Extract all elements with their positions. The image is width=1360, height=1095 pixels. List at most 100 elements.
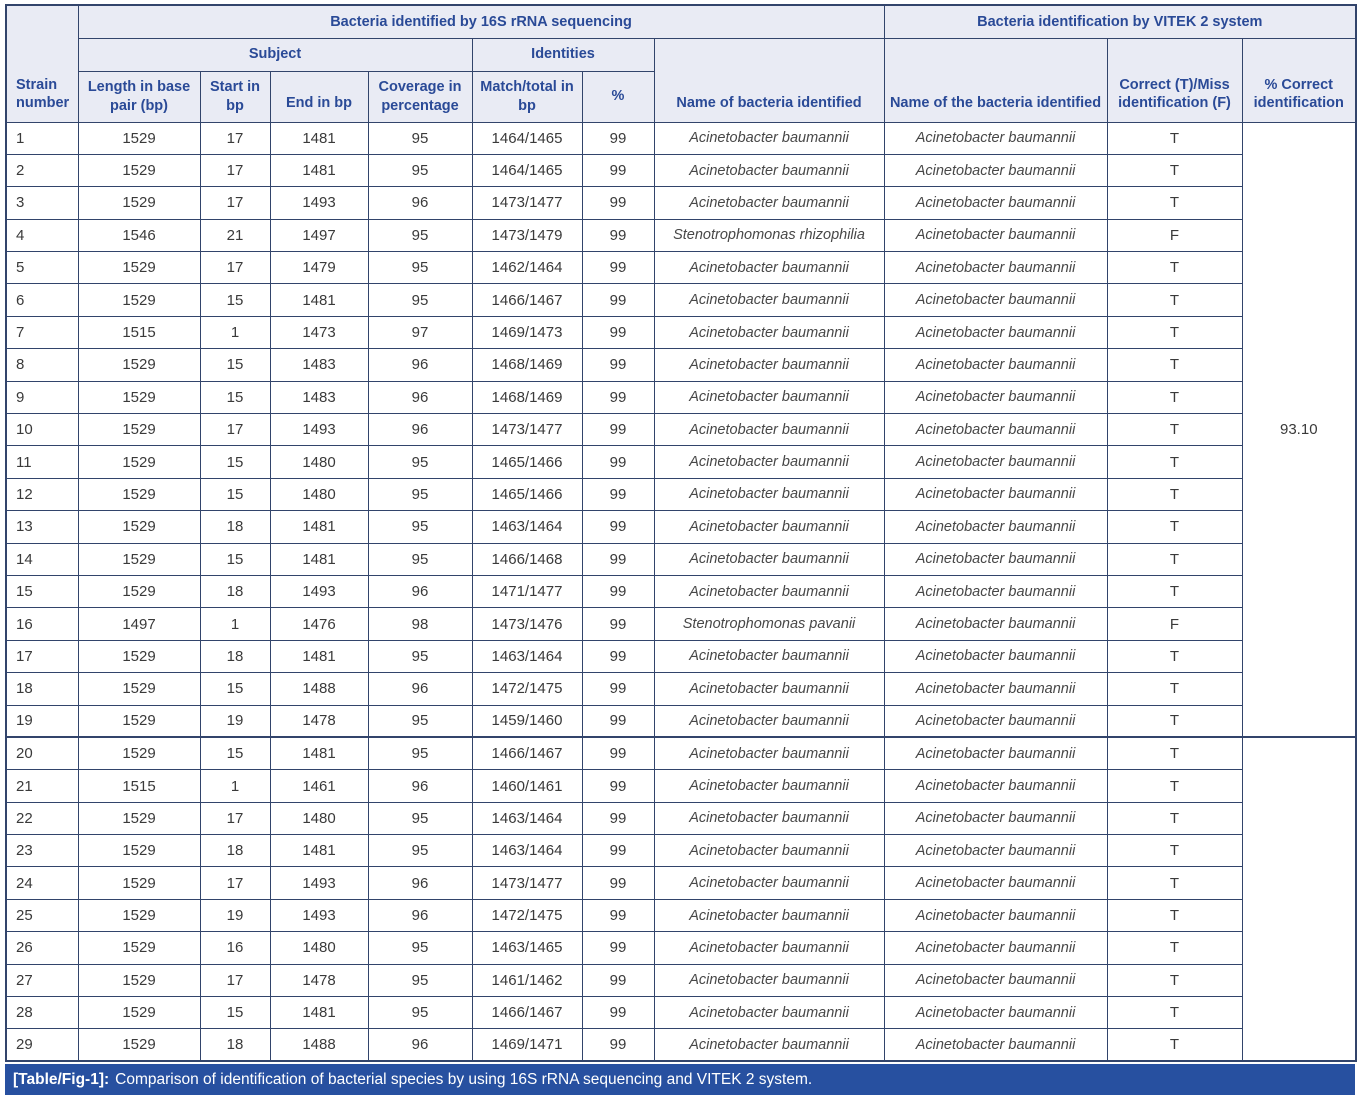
cell-name-16s: Acinetobacter baumannii	[653, 542, 885, 576]
cell-match: 1473/1477	[471, 413, 583, 447]
cell-match: 1465/1466	[471, 445, 583, 479]
cell-end: 1481	[269, 153, 369, 188]
cell-coverage: 96	[367, 769, 473, 803]
cell-correct: T	[1106, 801, 1243, 836]
cell-strain: 2	[5, 153, 79, 188]
cell-percent: 99	[581, 153, 655, 188]
cell-correct: T	[1106, 251, 1243, 285]
cell-start: 16	[199, 931, 271, 965]
table-row: 10 1529 17 1493 96 1473/1477 99 Acinetobacter b…	[5, 413, 1356, 447]
cell-correct: T	[1106, 348, 1243, 382]
cell-percent: 99	[581, 898, 655, 933]
cell-end: 1481	[269, 542, 369, 576]
cell-name-vitek: Acinetobacter baumannii	[883, 510, 1108, 544]
cell-match: 1465/1466	[471, 477, 583, 512]
cell-percent: 99	[581, 834, 655, 868]
cell-length: 1497	[77, 607, 201, 641]
cell-match: 1472/1475	[471, 898, 583, 933]
cell-coverage: 95	[367, 704, 473, 738]
cell-name-vitek: Acinetobacter baumannii	[883, 574, 1108, 609]
cell-strain: 26	[5, 931, 79, 965]
cell-correct: T	[1106, 736, 1243, 771]
cell-end: 1493	[269, 898, 369, 933]
cell-length: 1529	[77, 380, 201, 415]
table-row: 26 1529 16 1480 95 1463/1465 99 Acinetobacter b…	[5, 931, 1356, 965]
cell-name-16s: Acinetobacter baumannii	[653, 510, 885, 544]
cell-name-16s: Acinetobacter baumannii	[653, 704, 885, 738]
cell-name-16s: Acinetobacter baumannii	[653, 477, 885, 512]
cell-percent: 99	[581, 445, 655, 479]
cell-length: 1529	[77, 898, 201, 933]
cell-match: 1460/1461	[471, 769, 583, 803]
cell-name-vitek: Acinetobacter baumannii	[883, 218, 1108, 253]
cell-start: 1	[199, 315, 271, 350]
cell-start: 17	[199, 866, 271, 900]
comparison-table: Strain number Bacteria identified by 16S…	[5, 4, 1358, 1063]
cell-match: 1471/1477	[471, 574, 583, 609]
cell-start: 17	[199, 186, 271, 220]
table-row: 14 1529 15 1481 95 1466/1468 99 Acinetobacter b…	[5, 542, 1356, 576]
cell-correct: T	[1106, 834, 1243, 868]
cell-match: 1473/1479	[471, 218, 583, 253]
cell-percent: 99	[581, 218, 655, 253]
cell-correct: T	[1106, 574, 1243, 609]
cell-percent: 99	[581, 866, 655, 900]
cell-percent: 99	[581, 542, 655, 576]
cell-correct: T	[1106, 672, 1243, 706]
cell-length: 1529	[77, 121, 201, 155]
col-header-strain-number: Strain number	[5, 4, 79, 123]
cell-name-vitek: Acinetobacter baumannii	[883, 542, 1108, 576]
cell-name-vitek: Acinetobacter baumannii	[883, 1028, 1108, 1062]
cell-length: 1529	[77, 704, 201, 738]
cell-name-16s: Acinetobacter baumannii	[653, 413, 885, 447]
cell-name-vitek: Acinetobacter baumannii	[883, 672, 1108, 706]
cell-name-vitek: Acinetobacter baumannii	[883, 834, 1108, 868]
cell-name-vitek: Acinetobacter baumannii	[883, 315, 1108, 350]
cell-coverage: 98	[367, 607, 473, 641]
cell-strain: 1	[5, 121, 79, 155]
cell-percent: 99	[581, 477, 655, 512]
cell-match: 1463/1465	[471, 931, 583, 965]
cell-end: 1488	[269, 1028, 369, 1062]
cell-length: 1529	[77, 186, 201, 220]
cell-length: 1529	[77, 963, 201, 998]
cell-start: 18	[199, 834, 271, 868]
cell-name-16s: Acinetobacter baumannii	[653, 639, 885, 674]
cell-length: 1529	[77, 639, 201, 674]
cell-strain: 23	[5, 834, 79, 868]
cell-name-vitek: Acinetobacter baumannii	[883, 121, 1108, 155]
cell-coverage: 95	[367, 510, 473, 544]
table-row: 1 1529 17 1481 95 1464/1465 99 Acinetobacter ba…	[5, 121, 1357, 738]
table-row: 18 1529 15 1488 96 1472/1475 99 Acinetobacter b…	[5, 672, 1356, 706]
cell-strain: 24	[5, 866, 79, 900]
cell-coverage: 95	[367, 251, 473, 285]
cell-length: 1529	[77, 866, 201, 900]
cell-strain: 13	[5, 510, 79, 544]
table-row: 25 1529 19 1493 96 1472/1475 99 Acinetobacter b…	[5, 898, 1356, 933]
cell-name-16s: Acinetobacter baumannii	[653, 251, 885, 285]
cell-name-16s: Acinetobacter baumannii	[653, 801, 885, 836]
cell-start: 17	[199, 413, 271, 447]
cell-correct: T	[1106, 996, 1243, 1030]
cell-match: 1468/1469	[471, 380, 583, 415]
table-row: 9 1529 15 1483 96 1468/1469 99 Acinetobacter ba…	[5, 380, 1356, 415]
cell-coverage: 95	[367, 218, 473, 253]
cell-name-16s: Acinetobacter baumannii	[653, 963, 885, 998]
cell-start: 19	[199, 704, 271, 738]
cell-end: 1493	[269, 413, 369, 447]
cell-start: 17	[199, 963, 271, 998]
table-row: 3 1529 17 1493 96 1473/1477 99 Acinetobacter ba…	[5, 186, 1356, 220]
cell-coverage: 95	[367, 834, 473, 868]
col-header-length: Length in base pair (bp)	[77, 70, 201, 123]
cell-start: 15	[199, 996, 271, 1030]
cell-percent: 99	[581, 413, 655, 447]
cell-match: 1459/1460	[471, 704, 583, 738]
cell-end: 1480	[269, 477, 369, 512]
cell-coverage: 95	[367, 931, 473, 965]
table-row: 23 1529 18 1481 95 1463/1464 99 Acinetobacter b…	[5, 834, 1356, 868]
cell-strain: 29	[5, 1028, 79, 1062]
cell-strain: 7	[5, 315, 79, 350]
cell-name-16s: Acinetobacter baumannii	[653, 834, 885, 868]
cell-coverage: 96	[367, 380, 473, 415]
cell-percent: 99	[581, 186, 655, 220]
